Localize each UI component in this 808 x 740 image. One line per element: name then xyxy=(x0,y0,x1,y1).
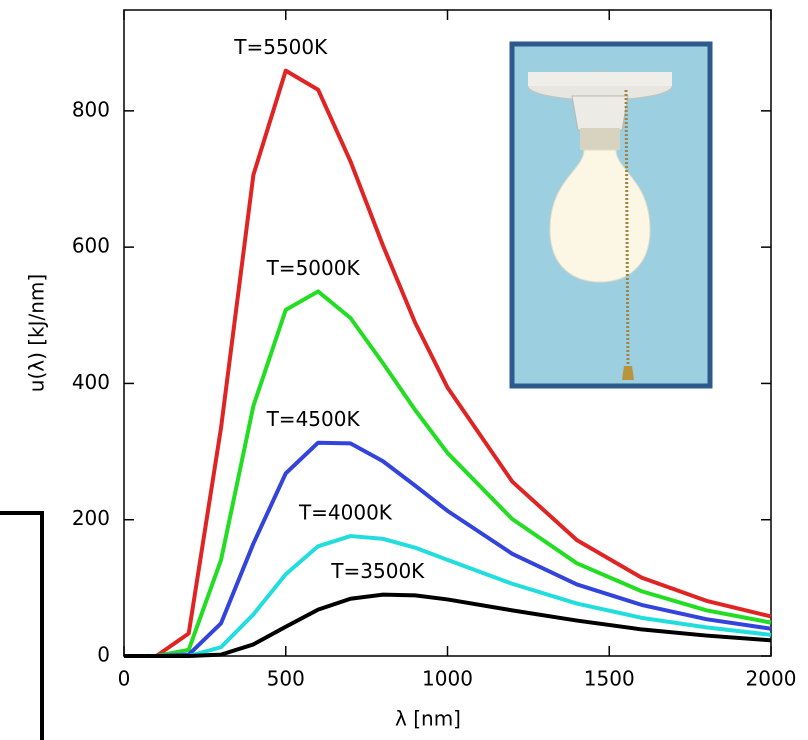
series-label: T=4500K xyxy=(266,407,361,431)
series-label: T=3500K xyxy=(330,559,425,583)
x-tick-label: 1000 xyxy=(422,667,473,691)
page: λ [nm] u(λ) [kJ/nm] 0 500 1000 1500 2000 0 200… xyxy=(0,0,808,740)
series-label: T=4000K xyxy=(298,501,393,525)
series-label: T=5500K xyxy=(233,35,328,59)
x-tick-label: 0 xyxy=(118,667,131,691)
y-axis-label: u(λ) [kJ/nm] xyxy=(25,274,49,392)
y-tick-label: 400 xyxy=(72,370,110,394)
bulb-photo xyxy=(512,44,710,386)
chart: λ [nm] u(λ) [kJ/nm] 0 500 1000 1500 2000 0 200… xyxy=(0,0,808,740)
y-tick-label: 600 xyxy=(72,234,110,258)
y-tick-label: 0 xyxy=(97,643,110,667)
bracket-decoration xyxy=(0,513,42,740)
x-tick-label: 500 xyxy=(267,667,305,691)
bulb-base xyxy=(580,128,620,150)
x-axis-label: λ [nm] xyxy=(395,707,461,731)
y-tick-label: 200 xyxy=(72,506,110,530)
y-tick-label: 800 xyxy=(72,97,110,121)
x-tick-label: 1500 xyxy=(584,667,635,691)
series-label: T=5000K xyxy=(266,256,361,280)
chain-pull xyxy=(622,366,634,380)
fixture-top xyxy=(528,72,672,86)
socket xyxy=(572,96,628,130)
x-tick-label: 2000 xyxy=(746,667,797,691)
